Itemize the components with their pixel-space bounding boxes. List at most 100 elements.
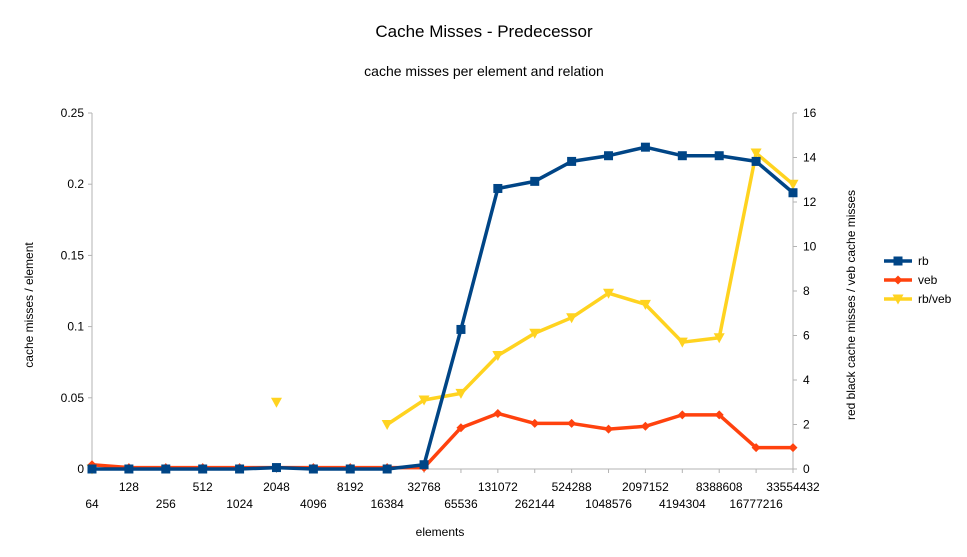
x-tick-label: 512 bbox=[193, 480, 213, 494]
x-tick-label: 33554432 bbox=[766, 480, 820, 494]
series-veb bbox=[87, 408, 798, 473]
data-point bbox=[640, 142, 650, 152]
y-tick-label: 0.25 bbox=[61, 106, 85, 120]
plot-area: 0 0.05 0.1 0.15 0.2 0.25 0 2 4 6 8 10 12 14 16 64 128 256… bbox=[61, 106, 820, 511]
x-tick-label: 1024 bbox=[226, 497, 253, 511]
y-tick-label: 0.15 bbox=[61, 248, 85, 262]
x-tick-label: 2097152 bbox=[622, 480, 669, 494]
y2-tick-label: 12 bbox=[803, 195, 817, 209]
y2-tick-label: 0 bbox=[803, 462, 810, 476]
data-point bbox=[456, 324, 466, 334]
series-rb-veb bbox=[86, 148, 799, 475]
legend-marker bbox=[893, 275, 903, 285]
data-point bbox=[198, 464, 208, 474]
data-point bbox=[788, 443, 798, 453]
data-point bbox=[270, 397, 282, 408]
legend-item-veb: veb bbox=[884, 273, 938, 287]
y2-tick-label: 10 bbox=[803, 240, 817, 254]
legend-label: rb/veb bbox=[918, 292, 952, 306]
x-tick-label: 32768 bbox=[407, 480, 441, 494]
y2-tick-label: 2 bbox=[803, 418, 810, 432]
y-axis-label: cache misses / element bbox=[22, 242, 36, 368]
data-point bbox=[714, 410, 724, 420]
chart-title: Cache Misses - Predecessor bbox=[375, 22, 593, 41]
y2-tick-label: 14 bbox=[803, 151, 817, 165]
data-point bbox=[492, 351, 504, 362]
data-point bbox=[381, 420, 393, 430]
data-point bbox=[493, 408, 503, 418]
data-point bbox=[529, 328, 541, 339]
chart-subtitle: cache misses per element and relation bbox=[364, 63, 604, 79]
data-point bbox=[639, 299, 651, 310]
data-point bbox=[603, 288, 615, 299]
y2-tick-label: 8 bbox=[803, 284, 810, 298]
x-tick-label: 65536 bbox=[444, 497, 478, 511]
data-point bbox=[308, 464, 318, 474]
x-axis-label: elements bbox=[416, 525, 465, 539]
x-tick-label: 128 bbox=[119, 480, 139, 494]
x-tick-label: 64 bbox=[85, 497, 99, 511]
data-point bbox=[235, 464, 245, 474]
y2-tick-label: 4 bbox=[803, 373, 810, 387]
data-point bbox=[566, 313, 578, 324]
data-point bbox=[87, 464, 97, 474]
data-point bbox=[530, 418, 540, 428]
x-tick-label: 256 bbox=[156, 497, 176, 511]
x-tick-label: 8192 bbox=[337, 480, 364, 494]
y-tick-label: 0 bbox=[77, 462, 84, 476]
x-tick-label: 2048 bbox=[263, 480, 290, 494]
data-point bbox=[751, 156, 761, 166]
y-tick-label: 0.2 bbox=[67, 177, 84, 191]
data-point bbox=[788, 188, 798, 198]
series-rb bbox=[87, 142, 798, 474]
x-tick-label: 1048576 bbox=[585, 497, 632, 511]
data-point bbox=[604, 424, 614, 434]
y-tick-label: 0.05 bbox=[61, 391, 85, 405]
legend-label: veb bbox=[918, 273, 938, 287]
data-point bbox=[677, 151, 687, 161]
data-point bbox=[567, 156, 577, 166]
x-tick-label: 524288 bbox=[552, 480, 592, 494]
series-line bbox=[92, 145, 795, 471]
x-tick-label: 16384 bbox=[370, 497, 404, 511]
data-point bbox=[124, 464, 134, 474]
x-tick-label: 4096 bbox=[300, 497, 327, 511]
data-point bbox=[418, 395, 430, 406]
y-tick-label: 0.1 bbox=[67, 320, 84, 334]
data-point bbox=[345, 464, 355, 474]
data-point bbox=[456, 423, 466, 433]
data-point bbox=[530, 176, 540, 186]
data-point bbox=[677, 410, 687, 420]
data-point bbox=[493, 183, 503, 193]
x-tick-label: 131072 bbox=[478, 480, 518, 494]
legend-marker bbox=[893, 256, 903, 266]
x-tick-label: 4194304 bbox=[659, 497, 706, 511]
data-point bbox=[676, 337, 688, 348]
data-point bbox=[604, 151, 614, 161]
legend-label: rb bbox=[918, 254, 929, 268]
y2-axis-label: red black cache misses / veb cache misse… bbox=[844, 190, 858, 420]
data-point bbox=[750, 148, 762, 159]
series-line bbox=[386, 151, 795, 426]
data-point bbox=[713, 333, 725, 344]
data-point bbox=[419, 460, 429, 470]
y2-tick-label: 6 bbox=[803, 329, 810, 343]
series-line bbox=[91, 411, 793, 470]
data-point bbox=[751, 443, 761, 453]
x-tick-label: 16777216 bbox=[729, 497, 783, 511]
legend-marker bbox=[892, 294, 904, 305]
y2-tick-label: 16 bbox=[803, 106, 817, 120]
data-point bbox=[787, 179, 799, 190]
legend-item-rb: rb bbox=[884, 254, 929, 268]
data-point bbox=[161, 464, 171, 474]
x-tick-label: 8388608 bbox=[696, 480, 743, 494]
data-point bbox=[640, 421, 650, 431]
x-tick-label: 262144 bbox=[515, 497, 555, 511]
data-point bbox=[567, 418, 577, 428]
legend: rb veb rb/veb bbox=[884, 254, 952, 306]
data-point bbox=[271, 463, 281, 473]
data-point bbox=[382, 464, 392, 474]
data-point bbox=[455, 388, 467, 399]
legend-item-rb-veb: rb/veb bbox=[884, 292, 952, 306]
data-point bbox=[714, 151, 724, 161]
